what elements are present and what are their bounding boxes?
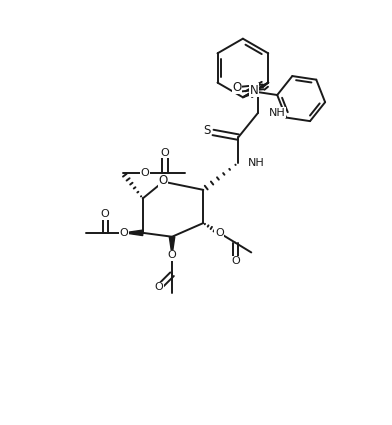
Text: O: O — [140, 168, 149, 178]
Text: O: O — [159, 174, 168, 187]
Text: O: O — [232, 81, 241, 94]
Text: S: S — [203, 124, 211, 137]
Text: O: O — [215, 228, 224, 238]
Text: O: O — [120, 228, 128, 238]
Text: O: O — [101, 209, 110, 219]
Text: N: N — [249, 84, 258, 97]
Polygon shape — [169, 237, 175, 255]
Text: O: O — [231, 256, 240, 266]
Text: O: O — [168, 250, 176, 261]
Text: O: O — [154, 283, 163, 292]
Text: NH: NH — [269, 108, 286, 118]
Text: NH: NH — [248, 158, 265, 167]
Text: O: O — [161, 148, 169, 158]
Polygon shape — [124, 230, 143, 235]
